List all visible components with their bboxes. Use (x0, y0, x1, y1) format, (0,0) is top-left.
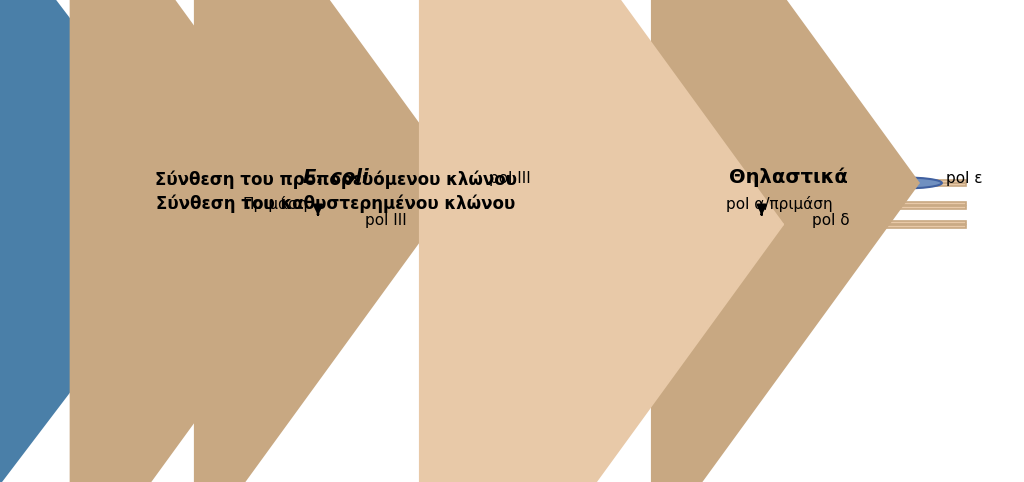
Text: pol III: pol III (365, 213, 407, 228)
Ellipse shape (857, 177, 942, 188)
Text: Πριμάση: Πριμάση (243, 196, 308, 212)
Bar (598, 180, 966, 183)
Ellipse shape (399, 177, 484, 188)
Text: pol α/πριμάση: pol α/πριμάση (726, 196, 833, 212)
Bar (140, 183, 496, 186)
Bar (598, 221, 966, 224)
Bar (598, 202, 966, 205)
Ellipse shape (716, 218, 808, 231)
Ellipse shape (617, 200, 692, 211)
Ellipse shape (275, 219, 360, 230)
Text: E. coli: E. coli (303, 168, 369, 187)
Bar (598, 202, 646, 205)
Bar (140, 221, 496, 224)
Bar (598, 225, 966, 228)
Bar (140, 225, 496, 228)
Text: Θηλαστικά: Θηλαστικά (729, 168, 848, 187)
Bar (598, 206, 966, 209)
Text: pol δ: pol δ (812, 213, 850, 228)
Bar (140, 221, 189, 224)
Bar (598, 183, 966, 186)
Bar (140, 180, 496, 183)
Text: pol III: pol III (489, 172, 531, 187)
Text: Σύνθεση του καθυστερημένου κλώνου: Σύνθεση του καθυστερημένου κλώνου (156, 195, 515, 213)
Text: Σύνθεση του προπορευόμενου κλώνου: Σύνθεση του προπορευόμενου κλώνου (155, 171, 517, 189)
Bar (140, 202, 496, 205)
Bar (598, 221, 646, 224)
Text: pol ε: pol ε (946, 172, 983, 187)
Ellipse shape (145, 199, 239, 212)
Ellipse shape (633, 200, 722, 212)
Bar (140, 206, 496, 209)
